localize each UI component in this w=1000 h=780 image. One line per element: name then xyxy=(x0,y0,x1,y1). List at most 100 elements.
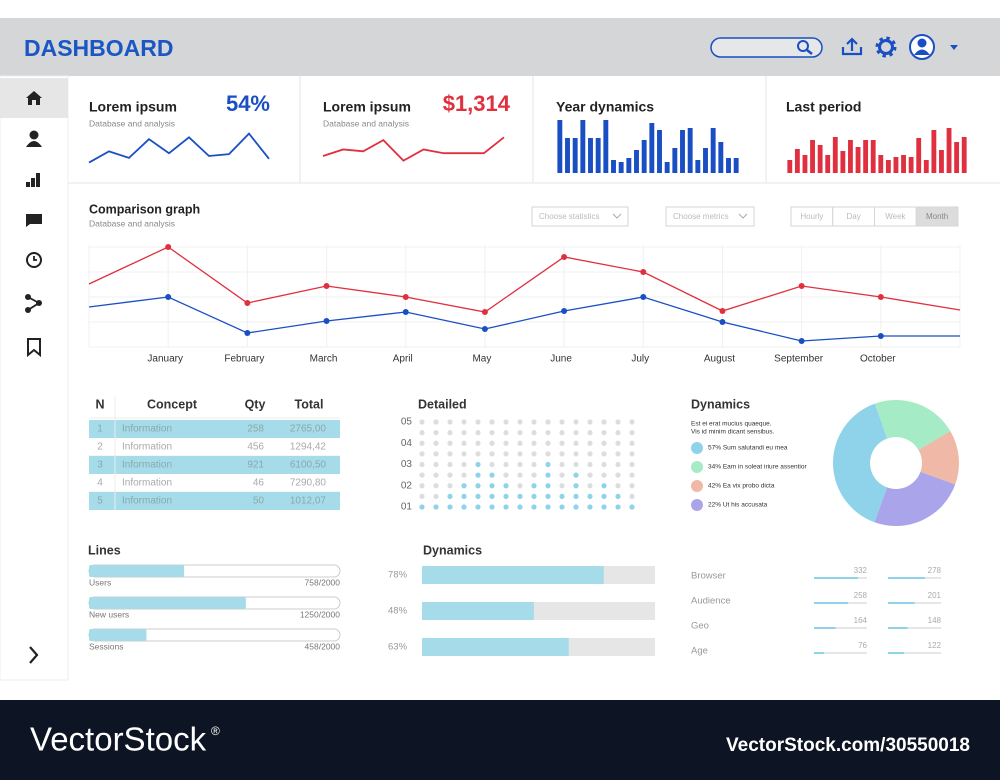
dot-empty xyxy=(433,472,439,478)
dot-empty xyxy=(419,461,425,468)
dot-empty xyxy=(517,461,523,468)
dot-filled xyxy=(475,461,481,468)
kpi-bar xyxy=(931,130,937,173)
period-label[interactable]: Month xyxy=(926,212,948,221)
dot-empty xyxy=(503,430,509,436)
nav-user[interactable] xyxy=(26,130,42,148)
kpi-bar xyxy=(710,128,716,173)
series-point xyxy=(481,309,488,315)
kpi-bar xyxy=(603,120,609,173)
kpi-bar xyxy=(664,162,670,173)
profile-icon[interactable] xyxy=(909,34,958,60)
period-label[interactable]: Hourly xyxy=(800,212,823,221)
kpi-bar xyxy=(923,160,929,173)
dot-filled xyxy=(601,483,607,489)
section-title: Detailed xyxy=(418,397,467,411)
dot-empty xyxy=(517,430,523,436)
progress-fill xyxy=(89,565,185,577)
nav-bookmark[interactable] xyxy=(27,338,41,358)
kpi-bar xyxy=(634,150,639,173)
dot-empty xyxy=(573,430,579,436)
kpi-bar xyxy=(885,160,891,173)
table-cell: Information xyxy=(122,442,172,453)
dot-empty xyxy=(447,419,453,425)
legend-swatch xyxy=(691,499,703,511)
dot-column xyxy=(587,419,593,510)
legend-label: 42% Ea vix probo dicta xyxy=(708,483,775,490)
x-tick-label: January xyxy=(147,354,183,365)
dot-empty xyxy=(489,451,495,457)
dot-filled xyxy=(475,493,481,499)
kpi-bar xyxy=(893,157,899,173)
x-tick-label: October xyxy=(860,354,896,365)
dropdown[interactable]: Choose metrics xyxy=(665,206,755,227)
period-button[interactable] xyxy=(915,206,959,227)
legend-swatch xyxy=(691,442,703,454)
donut-text: Est ei erat mucius quaeque. xyxy=(691,421,772,428)
dot-filled xyxy=(489,483,495,489)
dot-empty xyxy=(545,451,551,457)
dropdown-caret[interactable] xyxy=(612,213,622,219)
dot-empty xyxy=(531,472,537,478)
sparkline xyxy=(322,136,505,162)
dropdown-label[interactable]: Choose metrics xyxy=(673,212,729,221)
table-header: Total xyxy=(295,397,324,411)
dot-empty xyxy=(545,440,551,446)
nav-expand[interactable] xyxy=(29,646,39,664)
dot-empty xyxy=(517,483,523,489)
dot-empty xyxy=(559,419,565,425)
period-label[interactable]: Week xyxy=(885,212,906,221)
series-point xyxy=(798,338,805,344)
progress-label: 458/2000 xyxy=(305,641,341,651)
search-box[interactable] xyxy=(710,37,823,58)
table-cell: 6100,50 xyxy=(290,460,327,471)
chart-title: Comparison graph xyxy=(89,202,200,216)
period-label[interactable]: Day xyxy=(847,212,861,221)
dropdown-box[interactable] xyxy=(531,206,629,227)
dot-filled xyxy=(517,493,523,499)
dot-empty xyxy=(419,440,425,446)
dot-empty xyxy=(559,440,565,446)
dropdown[interactable]: Choose statistics xyxy=(531,206,629,227)
dot-filled xyxy=(601,493,607,499)
dot-filled xyxy=(559,504,565,510)
table-cell: 3 xyxy=(97,460,103,471)
dot-empty xyxy=(489,461,495,468)
dropdown-label[interactable]: Choose statistics xyxy=(539,212,599,221)
dot-empty xyxy=(615,472,621,478)
series-point xyxy=(877,333,884,339)
dot-filled xyxy=(433,504,439,510)
chart-subtitle: Database and analysis xyxy=(89,218,175,228)
dropdown-box[interactable] xyxy=(665,206,755,227)
series-point xyxy=(798,283,805,289)
dot-empty xyxy=(587,472,593,478)
kpi-bar xyxy=(618,162,624,173)
progress-name: Sessions xyxy=(89,641,124,651)
series-point xyxy=(640,269,647,275)
nav-stats[interactable] xyxy=(26,173,40,187)
level-label: 01 xyxy=(401,502,413,513)
dot-empty xyxy=(517,440,523,446)
kpi-bar xyxy=(726,158,731,173)
nav-home[interactable] xyxy=(26,91,42,105)
dot-empty xyxy=(629,483,635,489)
sparkline xyxy=(88,132,270,164)
dot-empty xyxy=(629,472,635,478)
progress-fill xyxy=(89,597,246,609)
dot-filled xyxy=(447,493,453,499)
nav-share[interactable] xyxy=(25,294,42,313)
dot-filled xyxy=(559,493,565,499)
nav-messages[interactable] xyxy=(26,214,42,227)
dropdown-caret[interactable] xyxy=(738,213,748,219)
dot-filled xyxy=(419,504,425,510)
series-line xyxy=(88,246,961,313)
donut-segment xyxy=(874,471,956,527)
nav-icons[interactable] xyxy=(25,91,42,664)
dot-empty xyxy=(503,419,509,425)
settings-icon[interactable] xyxy=(875,36,897,58)
nav-history[interactable] xyxy=(26,252,42,268)
dot-empty xyxy=(601,451,607,457)
upload-icon[interactable] xyxy=(841,37,863,56)
series-line xyxy=(88,296,960,342)
